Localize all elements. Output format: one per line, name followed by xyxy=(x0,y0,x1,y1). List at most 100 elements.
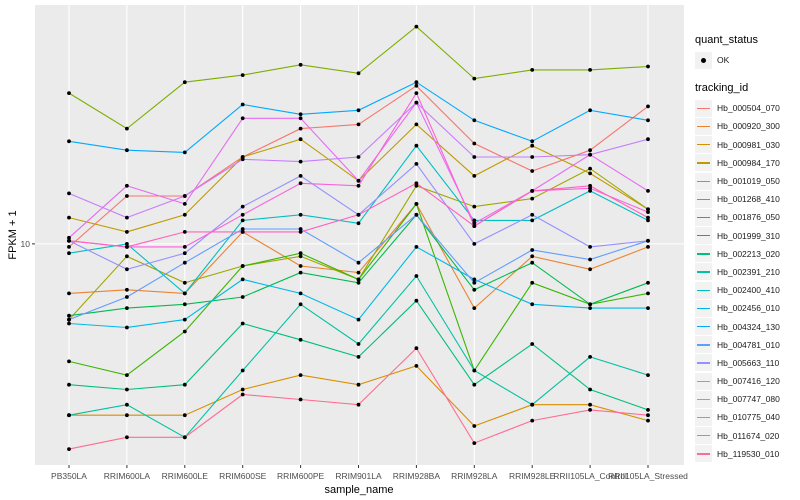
data-point xyxy=(588,402,592,407)
legend-title-tracking-id: tracking_id xyxy=(695,82,749,95)
data-point xyxy=(414,162,419,166)
line-key-icon xyxy=(695,136,712,154)
data-point xyxy=(646,245,650,249)
data-point xyxy=(298,373,303,377)
data-point xyxy=(472,76,477,81)
legend-label: Hb_000920_300 xyxy=(717,121,780,132)
data-point xyxy=(646,218,650,223)
line-key-icon xyxy=(695,263,712,281)
legend-items: Hb_000504_070 Hb_000920_300 Hb_000981_030 H… xyxy=(695,99,800,463)
legend-item: Hb_002391_210 xyxy=(695,263,800,281)
x-tick-label: RRII105LA_Stressed xyxy=(608,471,688,481)
legend-label: Hb_002391_210 xyxy=(717,266,780,277)
line-key-icon xyxy=(695,208,712,226)
data-point xyxy=(472,280,477,285)
legend-label: Hb_007747_080 xyxy=(717,394,780,405)
data-point xyxy=(298,112,303,117)
data-point xyxy=(125,325,129,330)
data-point xyxy=(414,181,419,186)
data-point xyxy=(646,373,650,377)
data-point xyxy=(472,155,477,159)
data-point xyxy=(588,355,592,359)
data-point xyxy=(356,277,361,282)
data-point xyxy=(414,202,419,206)
legend-item: Hb_119530_010 xyxy=(695,445,800,463)
data-point xyxy=(588,108,592,113)
legend-label: Hb_001999_310 xyxy=(717,230,780,241)
data-point xyxy=(240,264,245,268)
data-point xyxy=(356,221,361,226)
data-point xyxy=(472,118,477,123)
data-point xyxy=(646,280,650,285)
data-point xyxy=(414,122,419,127)
data-point xyxy=(646,189,650,193)
data-point xyxy=(182,194,187,198)
data-point xyxy=(125,194,129,198)
data-point xyxy=(530,342,535,346)
data-point xyxy=(530,212,535,217)
x-tick-label: RRIM928LA xyxy=(451,471,498,481)
data-point xyxy=(356,317,361,322)
data-point xyxy=(125,387,129,392)
data-point xyxy=(240,212,245,217)
data-point xyxy=(356,280,361,285)
data-point xyxy=(530,248,535,252)
legend-label: Hb_002400_410 xyxy=(717,285,780,296)
data-point xyxy=(67,382,71,387)
data-point xyxy=(530,302,535,307)
y-axis-title: FPKM + 1 xyxy=(7,210,19,259)
data-point xyxy=(472,221,477,226)
legend-item: Hb_001019_050 xyxy=(695,172,800,190)
data-point xyxy=(240,321,245,326)
x-axis-title: sample_name xyxy=(324,484,393,496)
data-point xyxy=(298,302,303,307)
data-point xyxy=(356,382,361,387)
data-point xyxy=(472,424,477,428)
line-key-icon xyxy=(695,154,712,172)
legend-item: Hb_001999_310 xyxy=(695,227,800,245)
legend-label: Hb_000981_030 xyxy=(717,139,780,150)
data-point xyxy=(414,245,419,249)
data-point xyxy=(646,408,650,412)
data-point xyxy=(472,287,477,292)
data-point xyxy=(530,143,535,148)
data-point xyxy=(530,254,535,259)
data-point xyxy=(472,368,477,373)
data-point xyxy=(125,402,129,407)
data-point xyxy=(298,159,303,164)
line-key-icon xyxy=(695,408,712,426)
data-point xyxy=(240,387,245,392)
data-point xyxy=(414,24,419,29)
data-point xyxy=(472,218,477,223)
data-point xyxy=(356,270,361,275)
data-point xyxy=(240,277,245,282)
data-point xyxy=(588,267,592,272)
data-point xyxy=(240,227,245,231)
data-point xyxy=(530,418,535,423)
data-point xyxy=(125,242,129,246)
line-key-icon xyxy=(695,281,712,299)
y-tick-label: 10 xyxy=(21,239,31,249)
data-point xyxy=(356,183,361,188)
line-key-icon xyxy=(695,299,712,317)
data-point xyxy=(588,148,592,153)
data-point xyxy=(67,245,71,249)
legend-item-ok: OK xyxy=(695,51,800,69)
data-point xyxy=(67,359,71,364)
data-point xyxy=(182,251,187,256)
data-point xyxy=(588,171,592,176)
legend-item: Hb_000981_030 xyxy=(695,136,800,154)
legend-item: Hb_004324_130 xyxy=(695,317,800,336)
data-point xyxy=(530,260,535,265)
x-tick-label: RRIM600PE xyxy=(277,471,325,481)
line-key-icon xyxy=(695,336,712,354)
data-point xyxy=(182,280,187,285)
line-key-icon xyxy=(695,318,712,336)
data-point xyxy=(588,166,592,171)
legend-label: Hb_011674_020 xyxy=(717,430,780,441)
legend-label: OK xyxy=(717,55,730,66)
legend-label: Hb_004324_130 xyxy=(717,321,780,332)
data-point xyxy=(588,152,592,157)
line-key-icon xyxy=(695,172,712,190)
data-point xyxy=(530,280,535,285)
